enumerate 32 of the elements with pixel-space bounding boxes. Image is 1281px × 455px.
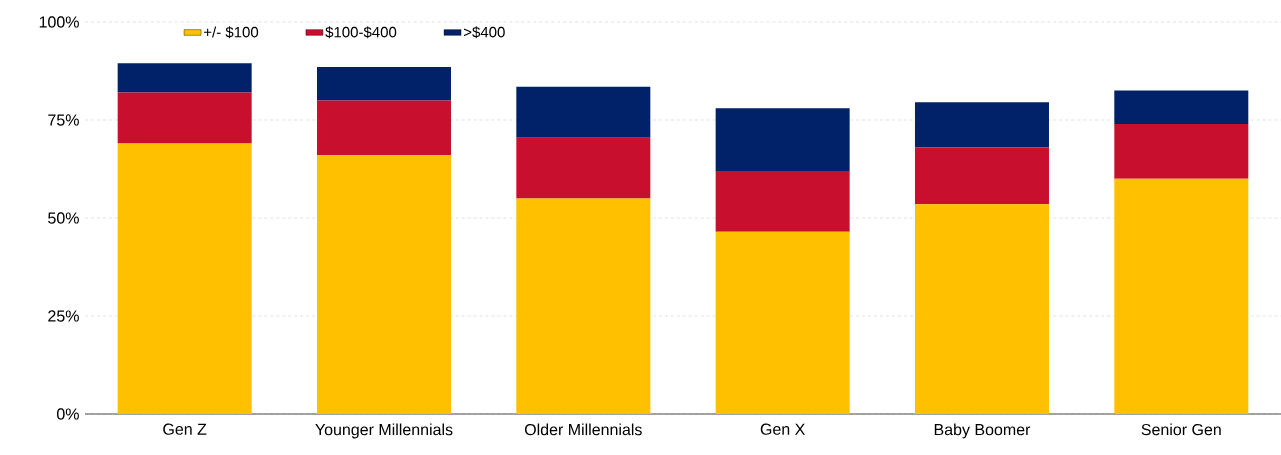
x-tick-label: Baby Boomer [934, 423, 1031, 439]
bar [316, 155, 451, 414]
y-tick-label: 75% [48, 114, 79, 126]
bar [117, 143, 252, 414]
bar [516, 86, 651, 138]
bar [1114, 90, 1249, 124]
x-tick-label: Gen Z [163, 423, 207, 435]
x-tick-label: Older Millennials [524, 423, 642, 436]
y-tick-label: 0% [56, 408, 79, 420]
bar [117, 92, 252, 144]
y-tick-label: 100% [39, 16, 79, 28]
x-tick-label: Younger Millennials [315, 423, 453, 439]
bar [316, 100, 451, 156]
bar [117, 63, 252, 93]
legend-label: >$400 [463, 26, 505, 39]
bar [914, 147, 1049, 205]
bar [1114, 123, 1249, 179]
bar [1114, 178, 1249, 414]
bar [715, 108, 850, 171]
bar [516, 137, 651, 199]
x-tick-label: Senior Gen [1141, 423, 1221, 436]
y-tick-label: 50% [48, 212, 79, 224]
legend-label: +/- $100 [204, 26, 259, 39]
bar [914, 204, 1049, 414]
x-tick-label: Gen X [760, 423, 805, 435]
bar [516, 198, 651, 414]
legend-label: $100-$400 [325, 26, 397, 39]
bar [914, 102, 1049, 148]
bar [715, 231, 850, 414]
bar [715, 170, 850, 232]
bar [316, 67, 451, 101]
y-tick-label: 25% [48, 310, 79, 322]
